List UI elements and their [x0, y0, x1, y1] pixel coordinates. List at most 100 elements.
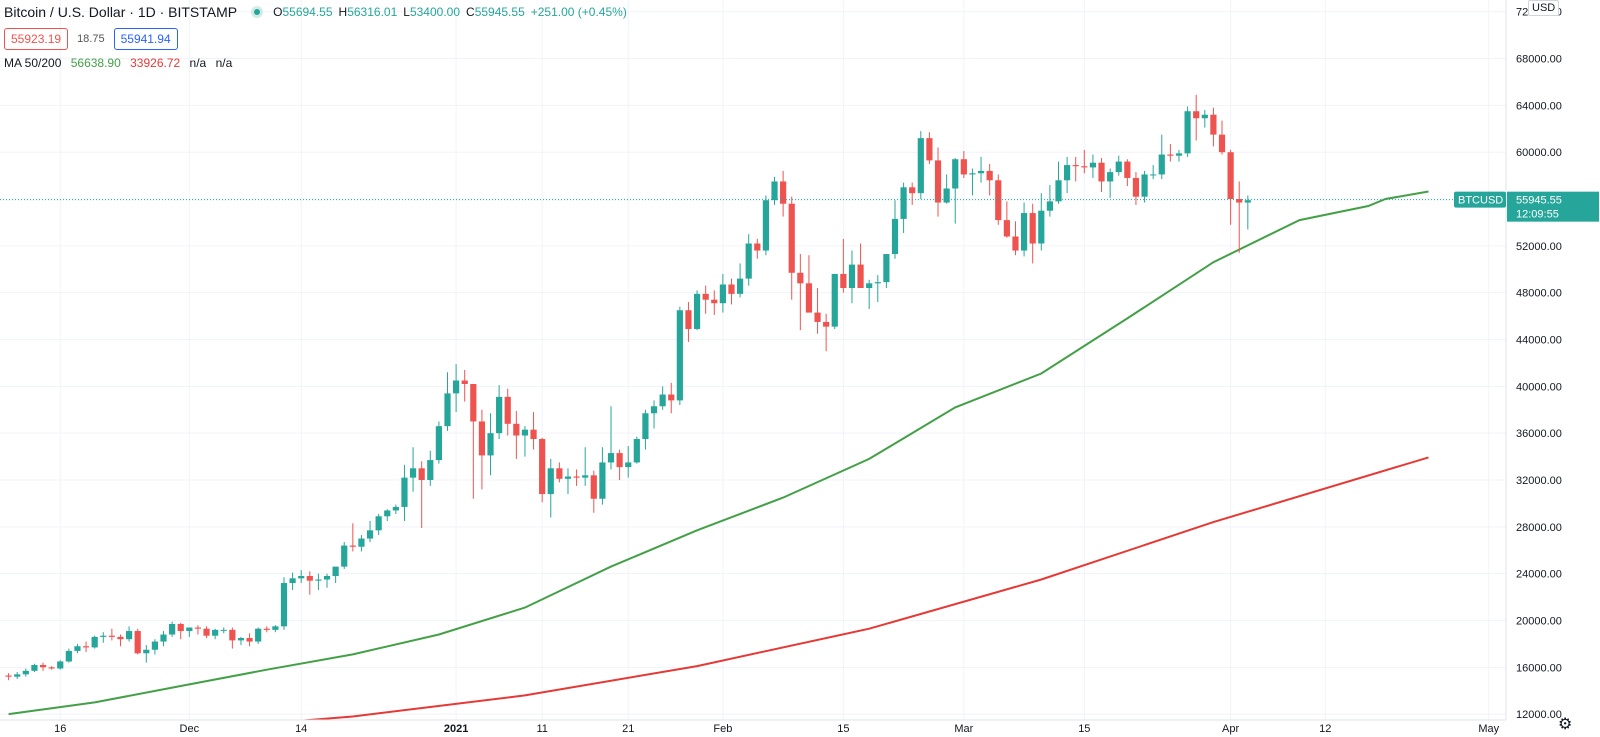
- candle-body: [1175, 153, 1183, 156]
- candle-body: [237, 638, 245, 641]
- candle: [676, 306, 683, 406]
- candle-body: [14, 674, 21, 677]
- spread-value: 18.75: [77, 33, 105, 45]
- candle: [332, 566, 339, 584]
- candle-body: [556, 468, 563, 479]
- gear-icon[interactable]: ⚙: [1558, 716, 1573, 733]
- candle: [91, 635, 98, 649]
- candle: [590, 470, 597, 513]
- time-tick-label: 2021: [444, 723, 468, 735]
- time-tick-label: Mar: [954, 723, 973, 735]
- candle: [478, 409, 486, 490]
- candle-body: [814, 312, 821, 322]
- open-label: O: [273, 5, 283, 19]
- candle: [280, 577, 288, 630]
- candle-body: [470, 384, 477, 422]
- candle: [805, 255, 813, 313]
- candle: [1003, 201, 1010, 238]
- candle-body: [943, 188, 950, 203]
- candle-body: [1158, 154, 1165, 175]
- candle: [814, 288, 821, 334]
- candle-body: [255, 628, 262, 642]
- currency-button[interactable]: USD: [1528, 0, 1560, 16]
- candle-body: [341, 545, 348, 567]
- candle: [358, 535, 365, 552]
- low-label: L: [403, 5, 410, 19]
- candle: [564, 468, 572, 495]
- price-tick-label: 48000.00: [1516, 288, 1562, 300]
- candle: [401, 464, 408, 521]
- candle-body: [1201, 114, 1208, 119]
- candle-body: [977, 170, 985, 174]
- candle: [1081, 149, 1088, 174]
- candle-body: [952, 159, 959, 189]
- candle: [866, 279, 873, 310]
- symbol-tag: [1454, 191, 1506, 208]
- candle-body: [530, 429, 537, 440]
- candle: [392, 504, 399, 514]
- candle: [1167, 144, 1174, 162]
- candle-body: [728, 284, 735, 294]
- candle-body: [504, 396, 511, 424]
- candle-body: [229, 629, 236, 641]
- time-tick-label: May: [1478, 723, 1499, 735]
- candle-body: [582, 475, 589, 478]
- candle-body: [358, 538, 365, 547]
- candle: [1055, 161, 1062, 204]
- candle: [1089, 154, 1097, 178]
- candle-body: [349, 545, 356, 547]
- candles: [5, 94, 1251, 681]
- time-tick-label: 11: [536, 723, 547, 735]
- candle: [530, 412, 537, 450]
- candle: [151, 639, 159, 655]
- time-tick-label: 15: [837, 723, 849, 735]
- indicator-label: MA 50/200: [4, 56, 62, 70]
- candle: [1020, 202, 1028, 257]
- candle: [444, 372, 451, 431]
- candle-body: [1064, 165, 1071, 181]
- candle: [366, 520, 374, 543]
- candle-body: [788, 203, 795, 273]
- buy-button[interactable]: 55941.94: [113, 28, 178, 50]
- candle-body: [1236, 199, 1243, 203]
- candle-body: [805, 283, 813, 313]
- candle-body: [246, 638, 253, 642]
- candle: [788, 196, 795, 300]
- candle: [1064, 156, 1071, 194]
- low-value: 53400.00: [409, 5, 461, 19]
- candle: [926, 132, 933, 164]
- time-tick-label: 14: [295, 723, 307, 735]
- price-tick-label: 24000.00: [1516, 569, 1562, 581]
- candle-body: [573, 476, 580, 478]
- candle: [1046, 184, 1053, 217]
- candle-body: [306, 576, 313, 581]
- candle-body: [926, 138, 933, 161]
- candle-body: [418, 468, 425, 480]
- candle: [212, 628, 219, 640]
- candle: [874, 275, 881, 303]
- symbol-title[interactable]: Bitcoin / U.S. Dollar · 1D · BITSTAMP: [4, 4, 238, 20]
- candle-body: [91, 636, 98, 648]
- candle: [1098, 158, 1105, 192]
- candle-body: [969, 173, 976, 175]
- candle: [470, 384, 477, 499]
- candle-body: [564, 476, 572, 479]
- sell-button[interactable]: 55923.19: [4, 28, 69, 50]
- candle: [831, 273, 838, 329]
- market-status-icon: [251, 6, 264, 18]
- candle: [100, 632, 107, 643]
- ma50-line: [8, 190, 1429, 716]
- candle: [1115, 155, 1122, 176]
- candle-body: [461, 380, 468, 384]
- candle: [298, 570, 305, 584]
- candle: [237, 636, 245, 646]
- time-axis: 16 Dec 14 2021 11 21 Feb 15 Mar 15 Apr 12 May: [0, 719, 1600, 737]
- candle-body: [384, 510, 391, 517]
- candle-body: [1227, 152, 1234, 200]
- candle-body: [771, 181, 778, 201]
- indicator-legend[interactable]: MA 50/200 56638.90 33926.72 n/a n/a: [4, 56, 238, 70]
- candle-body: [143, 649, 150, 654]
- candle: [169, 621, 176, 637]
- candle-body: [693, 293, 701, 329]
